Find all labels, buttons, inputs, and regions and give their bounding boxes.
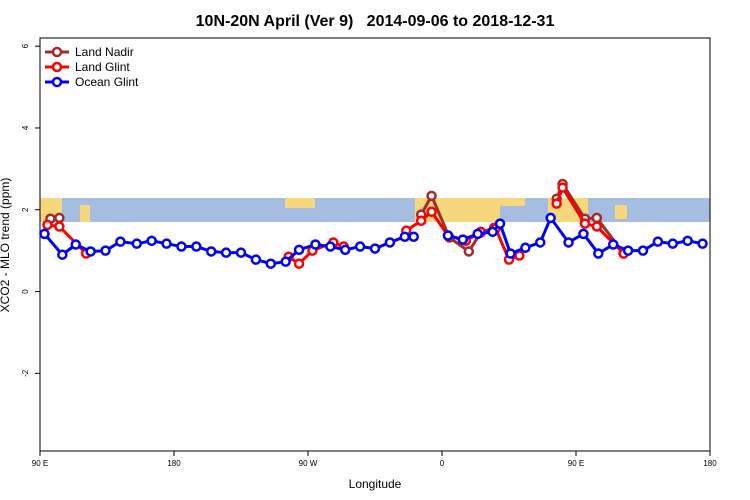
y-tick-label: 6: [21, 43, 30, 48]
x-tick-label: 0: [440, 459, 445, 468]
point: [578, 228, 589, 240]
x-axis-label: Longitude: [349, 477, 402, 491]
map-land: [615, 205, 627, 219]
point: [54, 221, 65, 232]
map-land: [500, 198, 525, 206]
point: [384, 237, 396, 248]
point: [354, 241, 366, 252]
y-tick-label: -2: [21, 369, 30, 377]
x-tick-label: 180: [703, 459, 717, 468]
point: [115, 236, 126, 247]
plot-frame: [39, 37, 711, 452]
point: [293, 244, 305, 256]
point: [220, 247, 232, 258]
point: [176, 241, 187, 252]
point: [667, 238, 679, 249]
point: [85, 246, 96, 257]
point: [652, 236, 664, 247]
point: [235, 247, 247, 258]
x-tick-label: 90 E: [568, 459, 584, 468]
point: [100, 245, 111, 256]
point: [54, 212, 65, 224]
point: [399, 231, 411, 242]
point: [191, 241, 202, 252]
point: [579, 218, 591, 229]
point: [57, 249, 68, 260]
point: [426, 190, 437, 202]
point: [369, 243, 381, 254]
point: [682, 235, 693, 247]
point: [457, 234, 469, 245]
point: [591, 221, 603, 232]
point: [280, 256, 291, 267]
point: [520, 242, 531, 254]
point: [551, 198, 562, 209]
point: [557, 182, 568, 193]
point: [622, 245, 634, 256]
legend-label: Ocean Glint: [75, 75, 139, 89]
point: [70, 239, 81, 250]
point: [339, 244, 351, 256]
point: [505, 248, 516, 259]
y-axis-label: XCO2 - MLO trend (ppm): [0, 178, 12, 313]
point: [426, 206, 437, 218]
map-strip: [40, 198, 710, 222]
point: [637, 245, 649, 256]
x-tick-label: 90 W: [299, 459, 318, 468]
y-tick-label: 4: [21, 125, 30, 130]
point: [146, 235, 157, 247]
point: [472, 228, 483, 240]
map-land: [80, 205, 90, 222]
point: [463, 246, 475, 257]
legend-marker: [51, 46, 63, 58]
legend-marker: [51, 76, 63, 88]
point: [293, 258, 305, 269]
x-tick-label: 90 E: [32, 459, 48, 468]
point: [593, 248, 604, 259]
map-land: [285, 198, 315, 208]
point: [265, 258, 277, 269]
point: [535, 237, 546, 248]
point: [131, 238, 143, 249]
point: [591, 212, 603, 224]
y-tick-label: 0: [21, 289, 30, 294]
point: [205, 246, 217, 257]
point: [39, 228, 50, 240]
point: [250, 254, 262, 265]
point: [545, 212, 556, 224]
chart-title: 10N-20N April (Ver 9) 2014-09-06 to 2018…: [196, 13, 555, 30]
legend-marker: [51, 61, 63, 73]
point: [563, 237, 574, 248]
x-tick-label: 180: [167, 459, 181, 468]
point: [697, 238, 708, 249]
point: [161, 238, 172, 249]
point: [325, 241, 336, 252]
legend-label: Land Nadir: [75, 45, 134, 59]
point: [408, 231, 419, 242]
map-ocean: [40, 198, 710, 222]
y-tick-label: 2: [21, 207, 30, 212]
point: [310, 239, 321, 250]
point: [415, 215, 427, 227]
point: [442, 230, 454, 241]
point: [487, 226, 498, 238]
point: [494, 218, 506, 229]
point: [42, 219, 53, 231]
point: [607, 239, 619, 250]
legend-label: Land Glint: [75, 60, 130, 74]
